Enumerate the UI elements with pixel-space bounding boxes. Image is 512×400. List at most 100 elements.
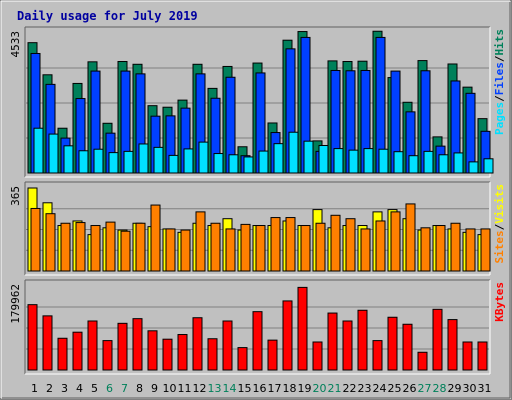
bar-kbytes-day-11	[177, 334, 188, 371]
bar-sites-day-9	[150, 204, 161, 272]
bar-pages-day-3	[63, 145, 74, 174]
bar-kbytes-day-9	[147, 330, 158, 371]
legend-entry: /	[493, 223, 506, 230]
x-tick-label: 16	[253, 382, 267, 395]
bar-pages-day-7	[123, 150, 134, 174]
bar-pages-day-28	[438, 154, 449, 174]
x-tick-label: 10	[163, 382, 177, 395]
x-tick-label: 14	[223, 382, 237, 395]
bar-pages-day-14	[228, 154, 239, 174]
bar-pages-day-18	[288, 131, 299, 174]
bar-sites-day-1	[30, 207, 41, 272]
chart-title: Daily usage for July 2019	[17, 9, 198, 23]
x-tick-label: 31	[478, 382, 492, 395]
bar-pages-day-1	[33, 127, 44, 174]
x-tick-label: 6	[106, 382, 113, 395]
bar-pages-day-24	[378, 148, 389, 174]
x-tick-label: 5	[91, 382, 98, 395]
x-tick-label: 13	[208, 382, 222, 395]
bar-sites-day-27	[420, 227, 431, 272]
bar-kbytes-day-21	[327, 312, 338, 371]
bar-kbytes-day-7	[117, 322, 128, 371]
bar-kbytes-day-18	[282, 300, 293, 371]
bar-sites-day-4	[75, 222, 86, 272]
bar-sites-day-30	[465, 228, 476, 272]
bar-kbytes-day-1	[27, 304, 38, 371]
legend-vertical: KBytes	[493, 282, 506, 322]
bar-sites-day-3	[60, 222, 71, 272]
x-tick-label: 29	[448, 382, 462, 395]
chart-panel-2: 365 Sites/Visits	[9, 181, 506, 276]
bar-kbytes-day-29	[447, 319, 458, 371]
bar-pages-day-11	[183, 148, 194, 174]
legend-entry: /	[493, 95, 506, 102]
bar-sites-day-22	[345, 218, 356, 272]
y-max-label: 179962	[9, 284, 22, 324]
bar-kbytes-day-8	[132, 318, 143, 371]
bar-sites-day-14	[225, 228, 236, 272]
bar-pages-day-27	[423, 150, 434, 174]
bar-sites-day-11	[180, 229, 191, 272]
bar-kbytes-day-28	[432, 308, 443, 371]
bar-pages-day-13	[213, 153, 224, 174]
y-max-label: 365	[9, 186, 22, 206]
bar-kbytes-day-25	[387, 316, 398, 371]
bar-kbytes-day-13	[207, 338, 218, 371]
legend-entry: Files	[493, 62, 506, 95]
bar-sites-day-7	[120, 230, 131, 272]
bar-pages-day-5	[93, 148, 104, 174]
bar-sites-day-6	[105, 221, 116, 272]
legend-entry: /	[493, 55, 506, 62]
x-tick-label: 23	[358, 382, 372, 395]
bar-sites-day-5	[90, 225, 101, 272]
legend-entry: Sites	[493, 230, 506, 263]
bar-kbytes-day-6	[102, 340, 113, 371]
bar-pages-day-20	[318, 145, 329, 174]
x-tick-label: 12	[193, 382, 207, 395]
bar-sites-day-24	[375, 220, 386, 272]
x-tick-label: 25	[388, 382, 402, 395]
bar-kbytes-day-19	[297, 286, 308, 371]
chart-panel-3: 179962 KBytes	[9, 279, 506, 375]
bar-pages-day-29	[453, 152, 464, 174]
bar-kbytes-day-16	[252, 311, 263, 371]
bar-sites-day-16	[255, 225, 266, 272]
bar-sites-day-29	[450, 222, 461, 272]
x-tick-label: 15	[238, 382, 252, 395]
bar-sites-day-12	[195, 211, 206, 272]
legend-vertical: Pages/Files/Hits	[493, 29, 506, 135]
x-tick-label: 11	[178, 382, 192, 395]
bar-pages-day-12	[198, 141, 209, 174]
x-tick-label: 26	[403, 382, 417, 395]
bar-kbytes-day-26	[402, 323, 413, 371]
bar-pages-day-21	[333, 148, 344, 174]
bar-sites-day-25	[390, 211, 401, 272]
bar-sites-day-15	[240, 223, 251, 272]
bar-kbytes-day-23	[357, 309, 368, 371]
x-tick-label: 4	[76, 382, 83, 395]
bar-sites-day-26	[405, 203, 416, 272]
bar-sites-day-21	[330, 214, 341, 272]
bar-pages-day-22	[348, 149, 359, 174]
bar-sites-day-23	[360, 228, 371, 272]
bar-sites-day-31	[480, 228, 491, 272]
bar-pages-day-10	[168, 154, 179, 174]
bar-pages-day-19	[303, 140, 314, 174]
bar-kbytes-day-20	[312, 341, 323, 371]
bar-sites-day-13	[210, 222, 221, 272]
x-tick-label: 9	[151, 382, 158, 395]
bar-pages-day-16	[258, 150, 269, 174]
x-tick-label: 8	[136, 382, 143, 395]
bar-sites-day-19	[300, 225, 311, 272]
bar-pages-day-30	[468, 161, 479, 174]
bar-sites-day-17	[270, 217, 281, 272]
x-tick-label: 30	[463, 382, 477, 395]
bar-kbytes-day-22	[342, 320, 353, 371]
x-tick-label: 3	[61, 382, 68, 395]
x-tick-label: 17	[268, 382, 282, 395]
x-tick-label: 2	[46, 382, 53, 395]
x-tick-label: 22	[343, 382, 357, 395]
x-tick-label: 18	[283, 382, 297, 395]
